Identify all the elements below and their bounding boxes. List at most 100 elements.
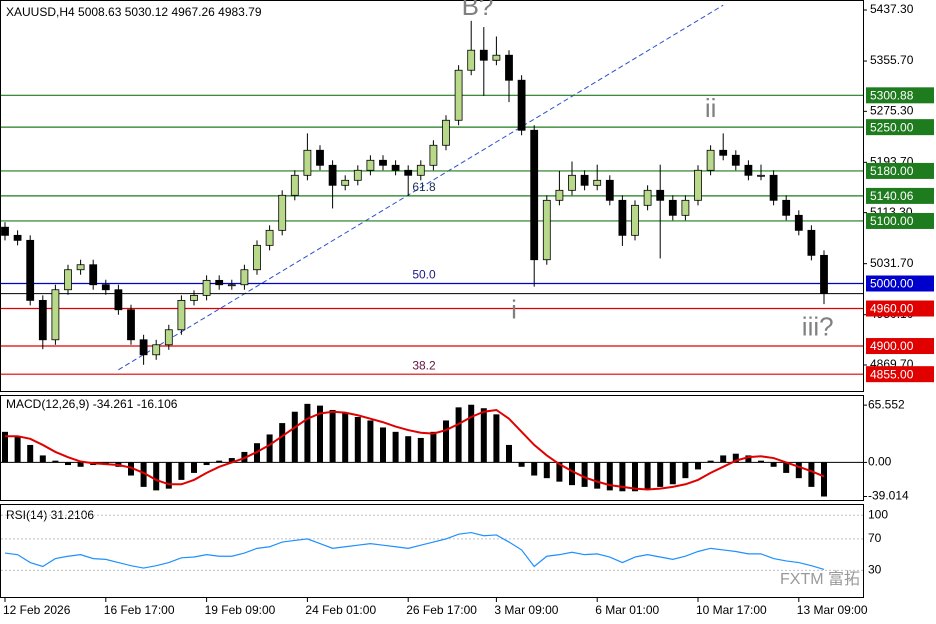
candle-body (542, 199, 551, 261)
macd-bar (682, 462, 689, 479)
x-tick-label: 3 Mar 09:00 (494, 603, 558, 617)
candle-body (618, 199, 627, 236)
candle-body (492, 54, 501, 61)
candle-body (26, 239, 35, 301)
macd-bar (128, 462, 134, 476)
main-title: XAUUSD,H4 5008.63 5030.12 4967.26 4983.7… (6, 5, 262, 19)
candle-body (782, 199, 791, 216)
macd-bar (581, 462, 588, 487)
candle-body (454, 69, 463, 121)
macd-bar (354, 416, 361, 463)
macd-bar (531, 462, 538, 476)
macd-bar (392, 431, 399, 463)
macd-bar (468, 404, 475, 463)
macd-bar (329, 409, 336, 463)
y-tick-label: 5437.30 (870, 2, 914, 16)
macd-bar (65, 462, 71, 466)
macd-bar (506, 444, 512, 463)
candle-body (379, 159, 387, 166)
macd-bar (52, 460, 59, 463)
macd-bar (770, 462, 777, 467)
x-tick-label: 6 Mar 01:00 (595, 603, 659, 617)
candle-body (694, 169, 702, 201)
level-box (866, 366, 934, 383)
macd-bar (77, 462, 84, 467)
candle-body (757, 174, 765, 177)
y-tick-label: -39.014 (868, 489, 909, 503)
candle-body (416, 164, 425, 176)
macd-bar (191, 462, 197, 473)
macd-bar (657, 462, 664, 487)
main-frame (0, 0, 864, 392)
candle-body (568, 174, 576, 191)
macd-bar (367, 420, 374, 463)
candle-body (719, 149, 728, 156)
macd-bar (493, 414, 500, 463)
candle-body (101, 284, 110, 291)
macd-bar (594, 462, 601, 489)
level-label: 5100.00 (870, 214, 914, 228)
macd-bar (632, 462, 638, 492)
candle-body (190, 294, 198, 301)
macd-bar (606, 462, 613, 491)
level-box (866, 87, 934, 104)
macd-bar (518, 462, 525, 467)
candle-body (530, 129, 539, 261)
candle-body (794, 214, 803, 231)
candle-body (290, 174, 299, 196)
x-tick-label: 16 Feb 17:00 (104, 603, 175, 617)
macd-bar (39, 455, 46, 463)
candle-body (1, 226, 9, 236)
level-label: 5250.00 (870, 120, 914, 134)
candle-body (769, 174, 778, 201)
macd-bar (405, 436, 412, 463)
y-tick-label: 70 (868, 531, 882, 545)
macd-bar (720, 455, 727, 463)
level-label: 4960.00 (870, 302, 914, 316)
level-label: 5300.88 (870, 88, 914, 102)
candle-body (505, 54, 513, 81)
x-tick-label: 10 Mar 17:00 (696, 603, 767, 617)
macd-bar (140, 462, 147, 487)
candle-body (731, 154, 740, 166)
y-tick-label: 5355.70 (870, 53, 914, 67)
candle-body (202, 279, 211, 296)
candle-body (643, 189, 652, 206)
macd-bar (417, 437, 424, 463)
macd-bar (808, 462, 815, 487)
macd-bar (455, 407, 462, 463)
level-box (866, 338, 934, 355)
macd-bar (619, 462, 626, 492)
level-label: 5180.00 (870, 164, 914, 178)
candle-body (681, 199, 690, 216)
x-tick-label: 24 Feb 01:00 (305, 603, 376, 617)
macd-bar (178, 462, 185, 480)
wave-label: iii? (802, 311, 834, 341)
macd-bar (165, 462, 172, 489)
candle-body (668, 199, 677, 216)
candle-body (253, 244, 261, 271)
candle-body (51, 289, 60, 341)
x-tick-label: 19 Feb 09:00 (205, 603, 276, 617)
macd-bar (783, 462, 790, 473)
candle-body (164, 329, 173, 346)
macd-bar (216, 460, 223, 463)
candle-body (580, 174, 589, 186)
macd-bar (342, 412, 349, 463)
macd-bar (203, 462, 210, 466)
candle-body (139, 339, 148, 356)
macd-bar (745, 455, 752, 463)
candle-body (366, 159, 375, 171)
wave-label: i (511, 295, 517, 325)
x-tick-label: 26 Feb 17:00 (406, 603, 477, 617)
macd-bar (228, 458, 235, 463)
candle-body (555, 189, 564, 201)
candle-body (64, 269, 72, 291)
candle-body (706, 149, 715, 171)
candle-body (744, 164, 753, 176)
candle-body (467, 49, 476, 71)
candle-body (593, 179, 602, 186)
candle-body (265, 229, 274, 246)
